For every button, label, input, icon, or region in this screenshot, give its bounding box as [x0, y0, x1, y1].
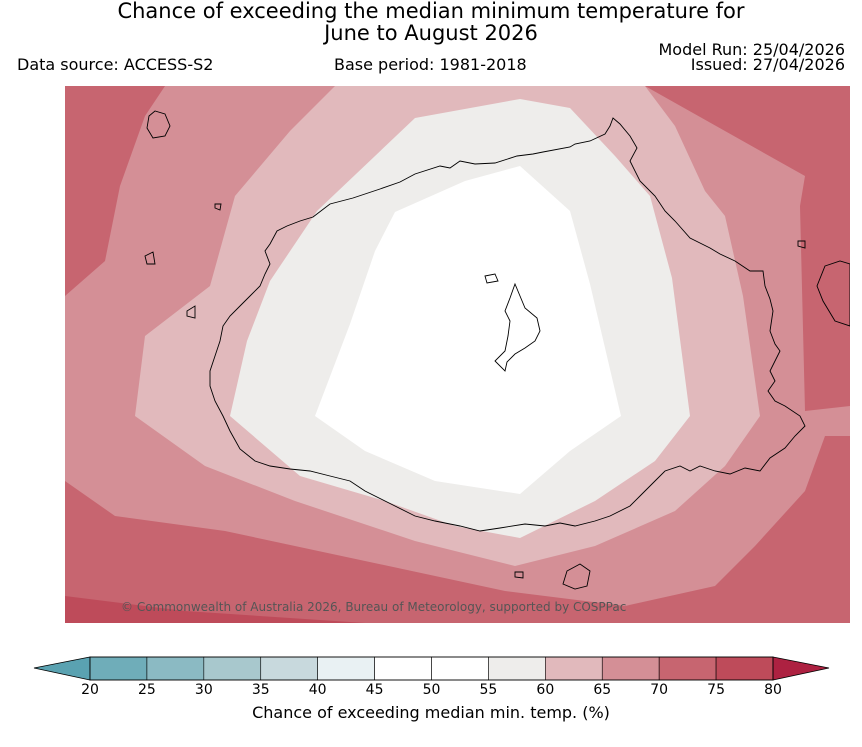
- colorbar-tick-50: 50: [422, 682, 441, 698]
- forecast-map: © Commonwealth of Australia 2026, Bureau…: [65, 86, 850, 623]
- copyright-notice: © Commonwealth of Australia 2026, Bureau…: [121, 600, 627, 614]
- colorbar-bin-75-80: [715, 656, 774, 681]
- colorbar-bin-20-25: [89, 656, 148, 681]
- main-island-coastline: [209, 117, 806, 532]
- colorbar: [33, 656, 830, 681]
- colorbar-bin-55-60: [488, 656, 546, 681]
- east-island-coastline: [816, 260, 850, 327]
- colorbar-label: Chance of exceeding median min. temp. (%…: [252, 703, 610, 722]
- zone-45-55: [315, 166, 621, 494]
- chart-title-line1: Chance of exceeding the median minimum t…: [117, 0, 745, 23]
- zone-80-south-band: [65, 596, 365, 623]
- base-period-label: Base period: 1981-2018: [334, 55, 527, 74]
- west-islet-3: [214, 203, 222, 211]
- colorbar-tick-35: 35: [251, 682, 270, 698]
- colorbar-outline: [89, 656, 774, 681]
- colorbar-tick-75: 75: [707, 682, 725, 698]
- colorbar-tick-70: 70: [650, 682, 669, 698]
- west-islet-2: [144, 251, 156, 265]
- coastlines: [144, 110, 850, 590]
- data-source-label: Data source: ACCESS-S2: [17, 55, 214, 74]
- west-island-coastline: [146, 110, 171, 139]
- colorbar-bin-70-75: [658, 656, 717, 681]
- colorbar-bin-50-55: [431, 656, 489, 681]
- east-islet: [797, 240, 806, 249]
- issued-label: Issued: 27/04/2026: [690, 55, 845, 74]
- colorbar-tick-40: 40: [308, 682, 327, 698]
- south-islet: [514, 571, 524, 579]
- map-canvas: [65, 86, 850, 623]
- north-islet: [484, 273, 499, 284]
- colorbar-tick-20: 20: [81, 682, 99, 698]
- colorbar-tick-45: 45: [365, 682, 384, 698]
- colorbar-over-arrow: [772, 656, 830, 681]
- colorbar-tick-30: 30: [194, 682, 213, 698]
- colorbar-tick-55: 55: [479, 682, 498, 698]
- colorbar-bin-65-70: [601, 656, 660, 681]
- south-island-coastline: [562, 563, 591, 590]
- colorbar-bins: [89, 656, 774, 681]
- model-run-label: Model Run: 25/04/2026: [658, 40, 846, 59]
- colorbar-bin-60-65: [545, 656, 603, 681]
- colorbar-bin-25-30: [146, 656, 205, 681]
- west-islet-1: [186, 305, 196, 319]
- colorbar-tick-80: 80: [764, 682, 782, 698]
- chart-title-line2: June to August 2026: [324, 21, 538, 45]
- colorbar-tick-60: 60: [536, 682, 555, 698]
- colorbar-under-arrow: [33, 656, 91, 681]
- colorbar-bin-35-40: [260, 656, 318, 681]
- colorbar-bin-40-45: [317, 656, 375, 681]
- colorbar-tick-65: 65: [593, 682, 612, 698]
- central-island-coastline: [494, 282, 541, 372]
- colorbar-bin-30-35: [203, 656, 262, 681]
- colorbar-bin-45-50: [374, 656, 432, 681]
- colorbar-tick-25: 25: [137, 682, 156, 698]
